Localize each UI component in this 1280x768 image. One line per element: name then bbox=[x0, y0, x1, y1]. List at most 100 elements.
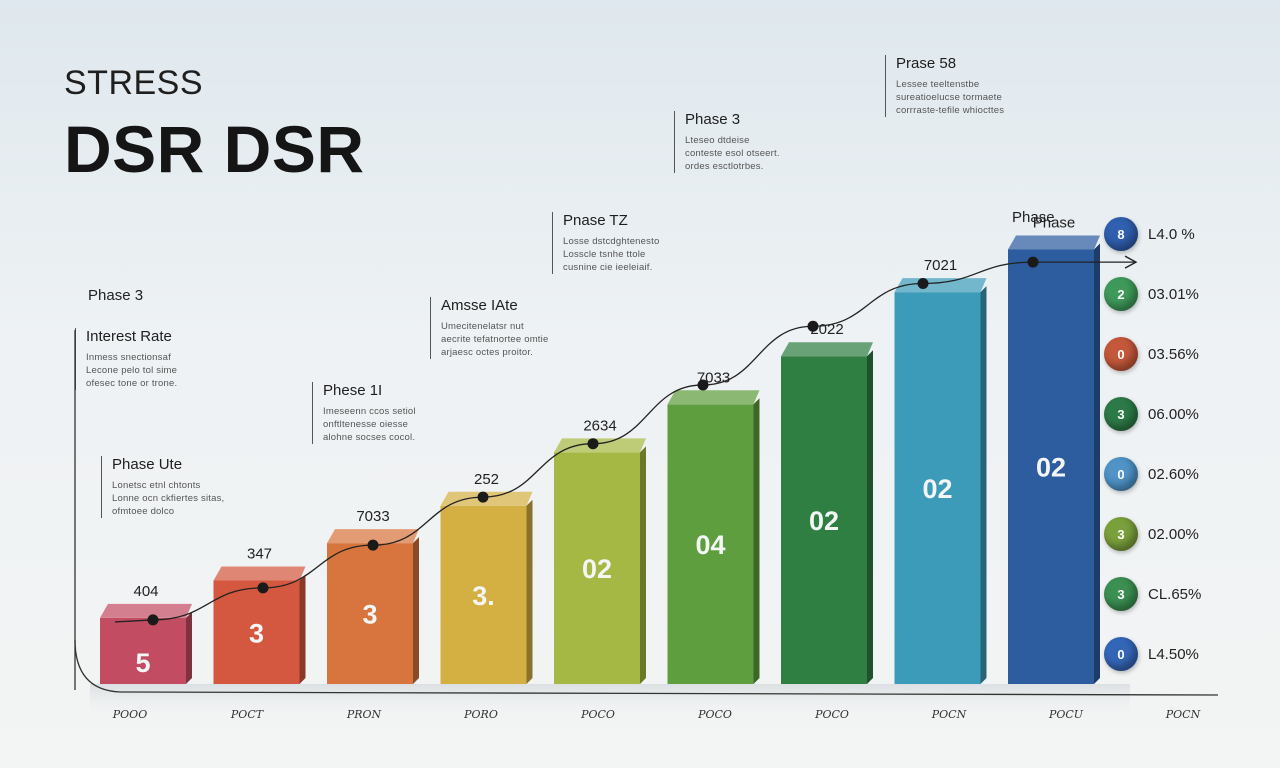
legend-value: L4.50% bbox=[1148, 645, 1199, 663]
annotation-line: Losscle tsnhe ttole bbox=[563, 249, 646, 260]
x-tick-label: POCU bbox=[1048, 708, 1084, 721]
legend-item: 3 06.00% bbox=[1104, 397, 1199, 431]
x-axis-line bbox=[74, 639, 1219, 696]
legend-swatch-icon: 0 bbox=[1104, 337, 1138, 371]
annotation-title: Amsse IAte bbox=[441, 297, 518, 314]
annotation-phase-ute: Phase Ute Lonetsc etnl chtonts Lonne ocn… bbox=[101, 456, 224, 518]
legend-value: 02.00% bbox=[1148, 525, 1199, 543]
bar bbox=[327, 543, 413, 684]
legend-value: 03.01% bbox=[1148, 285, 1199, 303]
bar bbox=[781, 356, 867, 684]
trend-point bbox=[367, 539, 379, 551]
bar-top-label: 252 bbox=[474, 471, 499, 488]
annotation-line: onftltenesse oiesse bbox=[323, 419, 409, 430]
stage-label-phase-3: Phase 3 bbox=[88, 287, 144, 304]
annotation-prase-58: Prase 58 Lessee teeltenstbe sureatioeluc… bbox=[885, 55, 1004, 117]
annotation-phese-1: Phese 1I Imeseenn ccos setiol onftltenes… bbox=[312, 382, 416, 444]
bar-top-label: Phase bbox=[1033, 214, 1076, 231]
bar-value-label: 02 bbox=[809, 506, 839, 536]
bar-top-face bbox=[894, 278, 987, 293]
legend-swatch-icon: 0 bbox=[1104, 637, 1138, 671]
x-tick-label: POCN bbox=[931, 708, 967, 721]
bar bbox=[440, 505, 527, 684]
legend-swatch-icon: 3 bbox=[1104, 577, 1138, 611]
bar bbox=[1008, 249, 1094, 684]
annotation-line: arjaesc octes proitor. bbox=[441, 347, 534, 358]
legend-swatch-icon: 3 bbox=[1104, 397, 1138, 431]
annotation-line: Lonne ocn ckfiertes sitas, bbox=[112, 493, 225, 504]
legend-item: 3 CL.65% bbox=[1104, 577, 1201, 611]
legend-value: L4.0 % bbox=[1148, 225, 1195, 243]
bar bbox=[213, 580, 300, 684]
bar-top-label: 7033 bbox=[356, 508, 389, 525]
legend-swatch-icon: 0 bbox=[1104, 457, 1138, 491]
legend-value: CL.65% bbox=[1148, 585, 1202, 603]
trend-point bbox=[697, 379, 709, 391]
x-tick-label: POCO bbox=[697, 708, 732, 721]
annotation-line: cusnine cie ieeleiaif. bbox=[563, 262, 653, 273]
annotation-line: Lonetsc etnl chtonts bbox=[112, 480, 201, 491]
x-tick-label: POOO bbox=[112, 708, 147, 721]
chart-title: DSR DSR bbox=[64, 112, 365, 186]
legend-item: 3 02.00% bbox=[1104, 517, 1199, 551]
annotation-line: ordes esctlotrbes. bbox=[685, 161, 764, 172]
bar-side bbox=[413, 537, 419, 684]
bar-top-face bbox=[554, 438, 646, 453]
bar-value-label: 02 bbox=[922, 474, 952, 504]
bar-value-label: 3 bbox=[249, 618, 264, 648]
title-block: STRESS DSR DSR bbox=[64, 64, 365, 187]
bar-value-label: 04 bbox=[695, 530, 725, 560]
annotation-line: corrraste-tefile whiocttes bbox=[896, 105, 1005, 116]
bar-value-label: 3. bbox=[472, 581, 495, 611]
legend-value: 03.56% bbox=[1148, 345, 1199, 363]
x-tick-label: POCT bbox=[230, 708, 265, 721]
legend-item: 8 L4.0 % bbox=[1104, 217, 1195, 251]
trend-point bbox=[257, 582, 269, 594]
legend-value: 02.60% bbox=[1148, 465, 1199, 483]
bar-top-face bbox=[667, 390, 760, 405]
annotation-line: ofmtoee dolco bbox=[112, 506, 175, 517]
trend-point bbox=[1027, 256, 1039, 268]
trend-point bbox=[147, 614, 159, 626]
annotation-line: Inmess snectionsaf bbox=[86, 352, 171, 363]
legend-item: 2 03.01% bbox=[1104, 277, 1199, 311]
legend-item: 0 02.60% bbox=[1104, 457, 1199, 491]
bar-value-label: 5 bbox=[135, 648, 150, 678]
bar-top-label: 347 bbox=[247, 546, 272, 563]
trend-point bbox=[807, 320, 819, 332]
annotation-pnase-tz: Pnase TZ Losse dstcdghtenesto Losscle ts… bbox=[552, 212, 659, 274]
annotation-line: Imeseenn ccos setiol bbox=[323, 406, 416, 417]
bar-top-face bbox=[100, 603, 192, 618]
bar-top-face bbox=[327, 529, 419, 544]
legend-item: 0 L4.50% bbox=[1104, 637, 1199, 671]
bar bbox=[554, 452, 640, 684]
stage-label-phase: Phase bbox=[1012, 209, 1055, 226]
annotation-title: Phese 1I bbox=[323, 382, 383, 399]
annotation-line: Lessee teeltenstbe bbox=[896, 79, 980, 90]
annotation-line: conteste esol otseert. bbox=[685, 148, 780, 159]
bar-top-label: 2634 bbox=[583, 417, 616, 434]
bar-top-face bbox=[1008, 235, 1100, 250]
bar-side bbox=[299, 574, 306, 684]
bar-value-label: 3 bbox=[362, 600, 377, 630]
annotation-title: Pnase TZ bbox=[563, 212, 628, 229]
annotation-line: Umecitenelatsr nut bbox=[441, 321, 524, 332]
annotation-line: ofesec tone or trone. bbox=[86, 378, 178, 389]
x-tick-label: POCN bbox=[1165, 708, 1201, 721]
bar-top-face bbox=[213, 566, 306, 581]
bar-side bbox=[753, 398, 760, 684]
annotation-line: alohne socses cocol. bbox=[323, 432, 416, 443]
bar-top-label: 7021 bbox=[924, 257, 957, 274]
bar bbox=[100, 617, 186, 684]
floor-shadow bbox=[90, 684, 1130, 718]
x-tick-label: POCO bbox=[580, 708, 615, 721]
trend-point bbox=[587, 438, 599, 450]
bar bbox=[667, 404, 754, 684]
annotation-title: Phase Ute bbox=[112, 456, 183, 473]
trend-point bbox=[477, 491, 489, 503]
trend-point bbox=[917, 278, 929, 289]
x-tick-label: PRON bbox=[346, 708, 382, 721]
bar-value-label: 02 bbox=[1036, 453, 1066, 483]
bar-side bbox=[186, 611, 192, 684]
